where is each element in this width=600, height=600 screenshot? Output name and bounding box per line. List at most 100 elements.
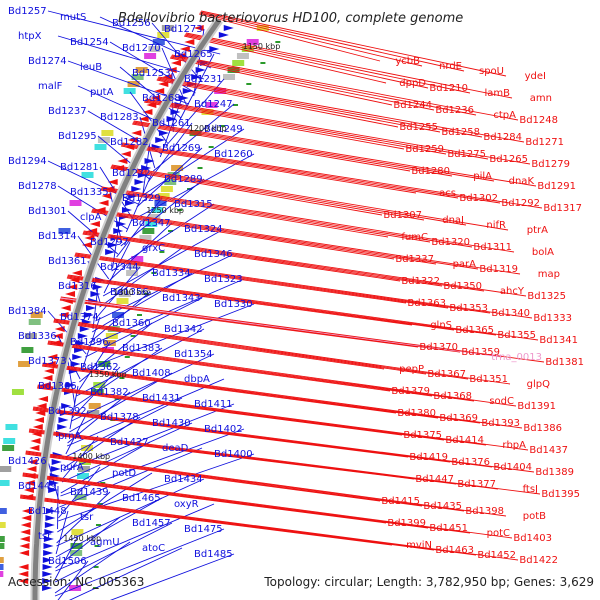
feature-block <box>142 228 155 234</box>
leader-line-right <box>110 166 425 221</box>
genome-backbone <box>30 17 223 600</box>
gene-label-right: Bd1377 <box>457 479 496 490</box>
reverse-gene-arrow <box>138 116 149 122</box>
gene-label-left: agmU <box>90 537 120 548</box>
leader-line-right <box>47 343 391 392</box>
forward-gene-arrow <box>45 515 56 521</box>
gene-label-left: Bd1270 <box>122 43 161 54</box>
gene-label-right: Bd1307 <box>383 210 422 221</box>
forward-gene-arrow <box>75 340 86 346</box>
forward-gene-arrow <box>79 326 90 332</box>
gene-label-left: Bd1294 <box>8 156 47 167</box>
leader-line-left <box>109 191 123 244</box>
gene-label-left: dbpA <box>184 374 210 385</box>
scale-tick <box>100 482 106 484</box>
gene-label-right: Bd1259 <box>405 144 444 155</box>
scale-tick <box>143 293 149 295</box>
leader-line-right <box>111 164 509 231</box>
scale-tick <box>119 377 125 379</box>
feature-block <box>81 172 94 178</box>
gene-label-right: Bd1414 <box>445 435 484 446</box>
gene-label-left: atoC <box>142 543 165 554</box>
gene-label-right: amn <box>530 93 552 104</box>
gene-label-right: dppD <box>399 78 426 89</box>
leader-line-right <box>92 208 521 275</box>
leader-line-right <box>132 122 453 177</box>
leader-line-right <box>170 56 435 111</box>
forward-gene-arrow <box>57 424 68 430</box>
forward-gene-arrow <box>44 522 55 528</box>
forward-gene-arrow <box>42 564 53 570</box>
feature-block <box>148 46 161 52</box>
gene-label-right: Bd1244 <box>393 100 432 111</box>
gene-label-left: Bd1257 <box>8 6 47 17</box>
gene-label-left: clpA <box>80 212 102 223</box>
feature-block <box>0 522 6 528</box>
feature-block <box>160 186 173 192</box>
gene-label-left: putA <box>90 87 114 98</box>
leader-line-right <box>29 428 541 495</box>
leader-line-right <box>60 298 461 353</box>
reverse-gene-arrow <box>18 571 29 577</box>
leader-line-right <box>75 252 533 319</box>
leader-line-left <box>57 472 153 533</box>
gene-label-left: Bd1282 <box>110 137 149 148</box>
leader-line-right <box>100 188 431 243</box>
gene-label-left: mutS <box>60 12 86 23</box>
feature-block <box>0 466 12 472</box>
scale-tick <box>137 314 143 316</box>
kbp-scale-marks: 1150 kbp 1200 kbp 1250 kbp 1300 kbp 1350 kbp… <box>63 42 280 543</box>
feature-block <box>171 165 184 171</box>
leader-line-right <box>156 79 399 128</box>
reverse-gene-arrow <box>131 130 142 136</box>
forward-gene-arrow <box>51 459 62 465</box>
gene-label-right: Bd1359 <box>461 347 500 358</box>
leader-line-right <box>60 296 545 363</box>
leader-line-left <box>103 241 131 294</box>
leader-line-right <box>25 450 507 517</box>
reverse-gene-arrow <box>81 242 92 248</box>
leader-line-left <box>55 510 69 555</box>
forward-gene-arrow <box>90 291 101 297</box>
forward-gene-arrow <box>46 508 57 514</box>
feature-block <box>161 25 174 31</box>
leader-line-right <box>20 496 435 551</box>
gene-label-right: Bd1380 <box>397 408 436 419</box>
leader-line-right <box>133 121 495 182</box>
scale-tick <box>220 125 226 127</box>
leader-line-left <box>95 253 235 322</box>
leader-line-right <box>42 365 397 414</box>
leader-line-left <box>56 478 205 547</box>
gene-label-left: Bd1439 <box>70 487 109 498</box>
leader-line-right <box>144 100 447 155</box>
leader-line-left <box>69 372 173 433</box>
gene-label-left: Bd1400 <box>214 449 253 460</box>
gene-label-right: Bd1391 <box>517 401 556 412</box>
gene-label-left: Bd1396 <box>70 337 109 348</box>
gene-label-left: Bd1342 <box>164 324 203 335</box>
leader-line-right <box>132 123 411 172</box>
leader-line-right <box>157 78 441 133</box>
leader-line-right <box>184 34 429 89</box>
gene-label-right: Bd1320 <box>431 237 470 248</box>
gene-label-right: Bd1341 <box>539 335 578 346</box>
leader-line-right <box>74 255 407 304</box>
leader-line-left <box>107 222 173 283</box>
feature-block <box>24 333 37 339</box>
gene-label-right: Bd1337 <box>395 254 434 265</box>
gene-label-right: Bd1386 <box>523 423 562 434</box>
feature-block <box>81 445 94 451</box>
gene-label-right: glnS <box>430 320 452 331</box>
gene-label-left: Bd1457 <box>132 518 171 529</box>
forward-gene-arrow <box>83 312 94 318</box>
feature-block <box>0 480 10 486</box>
gene-label-right: Bd1258 <box>441 127 480 138</box>
gene-label-right: Bd1322 <box>401 276 440 287</box>
forward-gene-arrow <box>42 571 53 577</box>
gene-label-right: mviN <box>406 540 432 551</box>
kbp-mark: 1450 kbp <box>63 534 101 543</box>
forward-gene-arrow <box>223 25 234 31</box>
gene-label-left: Bd1354 <box>174 349 213 360</box>
reverse-gene-arrow <box>30 438 41 444</box>
leader-line-right <box>37 386 445 441</box>
